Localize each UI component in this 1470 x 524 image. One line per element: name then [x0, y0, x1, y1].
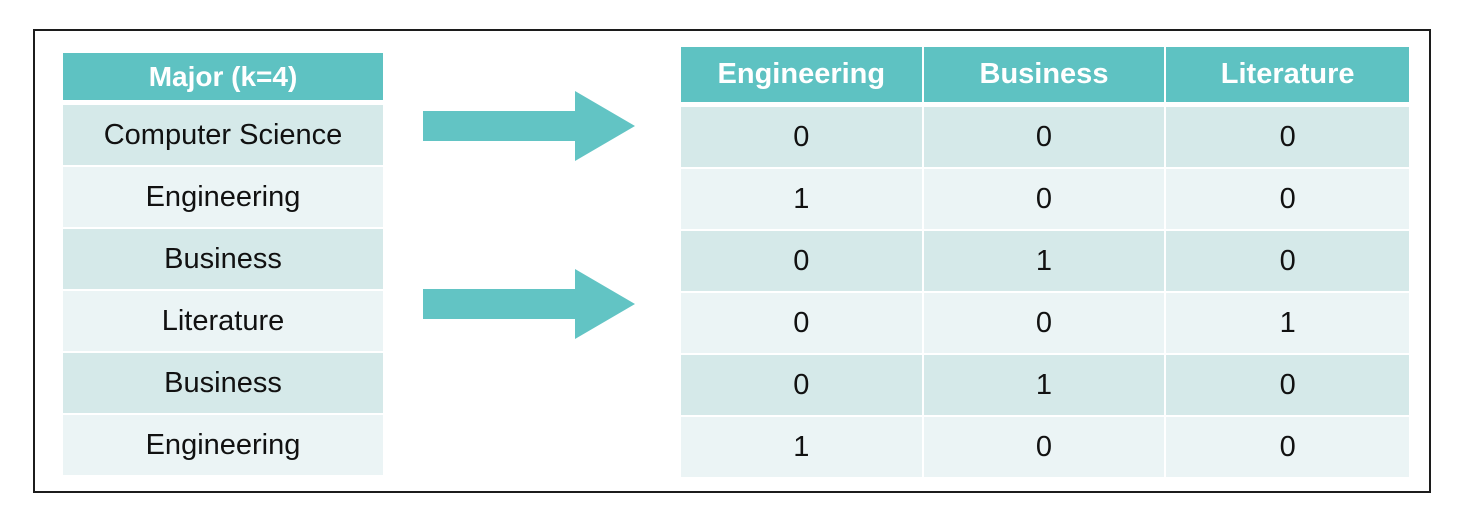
major-cell: Business — [63, 229, 383, 291]
major-header: Major (k=4) — [63, 53, 383, 105]
major-cell: Literature — [63, 291, 383, 353]
value-cell: 0 — [923, 169, 1167, 231]
value-cell: 0 — [1166, 107, 1409, 169]
value-cell: 0 — [1166, 169, 1409, 231]
major-cell: Engineering — [63, 415, 383, 477]
major-cell: Computer Science — [63, 105, 383, 167]
value-cell: 0 — [681, 107, 924, 169]
value-cell: 0 — [923, 417, 1167, 479]
value-cell: 1 — [1166, 293, 1409, 355]
table-row: 0 0 1 — [681, 293, 1409, 355]
value-cell: 0 — [1166, 231, 1409, 293]
major-table: Major (k=4) Computer Science Engineering… — [63, 53, 383, 477]
table-row: 0 1 0 — [681, 355, 1409, 417]
value-cell: 1 — [681, 417, 924, 479]
column-header-literature: Literature — [1166, 47, 1409, 107]
table-row: 1 0 0 — [681, 417, 1409, 479]
value-cell: 1 — [681, 169, 924, 231]
right-arrow-icon — [423, 91, 635, 161]
diagram-frame: Major (k=4) Computer Science Engineering… — [33, 29, 1431, 493]
table-row: 1 0 0 — [681, 169, 1409, 231]
table-row: 0 1 0 — [681, 231, 1409, 293]
value-cell: 0 — [923, 107, 1167, 169]
major-cell: Engineering — [63, 167, 383, 229]
value-cell: 0 — [681, 231, 924, 293]
table-row: 0 0 0 — [681, 107, 1409, 169]
value-cell: 1 — [923, 231, 1167, 293]
one-hot-table: Engineering Business Literature 0 0 0 1 … — [681, 47, 1409, 479]
value-cell: 0 — [1166, 417, 1409, 479]
value-cell: 1 — [923, 355, 1167, 417]
major-cell: Business — [63, 353, 383, 415]
value-cell: 0 — [681, 293, 924, 355]
right-arrow-icon — [423, 269, 635, 339]
column-header-engineering: Engineering — [681, 47, 924, 107]
value-cell: 0 — [923, 293, 1167, 355]
column-header-business: Business — [923, 47, 1167, 107]
value-cell: 0 — [681, 355, 924, 417]
value-cell: 0 — [1166, 355, 1409, 417]
